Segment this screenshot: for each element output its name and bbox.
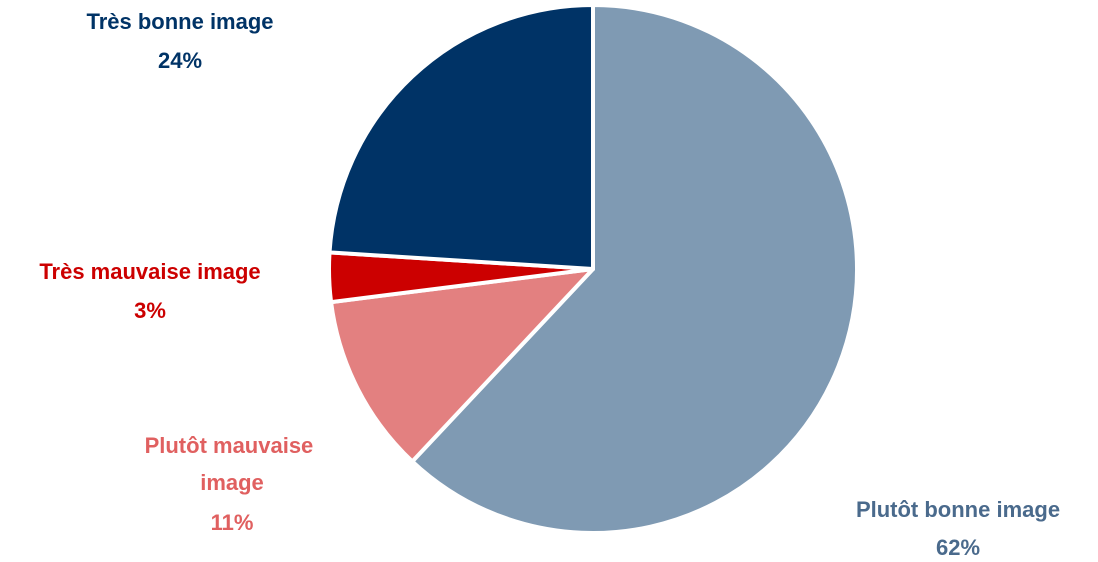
- slice-value-plutot-mauvaise: 11%: [211, 510, 254, 535]
- pie-slice-plut-t-bonne-image: [410, 3, 859, 535]
- slice-label-tres-bonne: Très bonne image: [86, 9, 273, 34]
- pie-slice-plut-t-mauvaise-image: [329, 267, 595, 464]
- slice-value-tres-mauvaise: 3%: [134, 298, 166, 323]
- pie-slice-tr-s-bonne-image: [327, 3, 595, 271]
- slice-label-tres-mauvaise: Très mauvaise image: [39, 259, 260, 284]
- slice-label-plutot-mauvaise: Plutôt mauvaise image: [145, 433, 320, 495]
- slice-label-plutot-mauvaise-line2: image: [200, 470, 264, 495]
- slice-label-plutot-bonne: Plutôt bonne image: [856, 497, 1060, 522]
- slice-value-plutot-bonne: 62%: [936, 535, 980, 560]
- slice-value-tres-bonne: 24%: [158, 48, 202, 73]
- slice-label-plutot-mauvaise-line1: Plutôt mauvaise: [145, 433, 314, 458]
- pie-slices: [327, 3, 859, 535]
